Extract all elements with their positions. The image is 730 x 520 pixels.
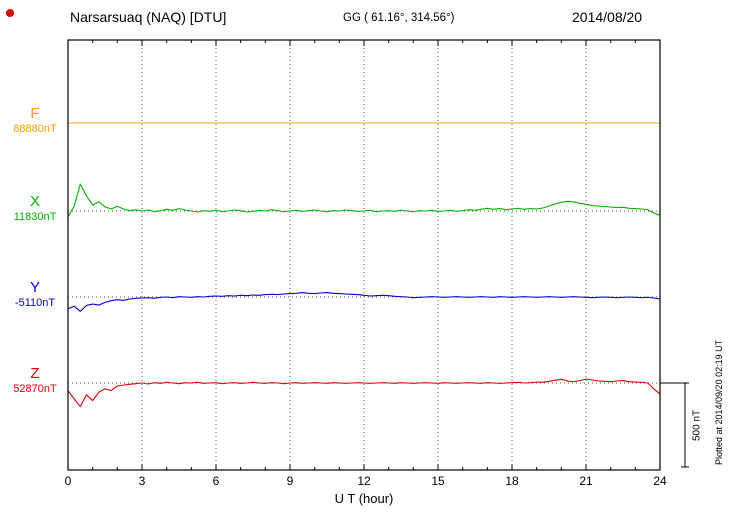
gg-coordinates: GG ( 61.16°, 314.56°): [343, 12, 455, 24]
corner-marker-icon: [6, 9, 14, 17]
x-tick-label: 6: [212, 474, 220, 488]
scalebar-label: 500 nT: [691, 409, 703, 441]
x-tick-label: 12: [357, 474, 371, 488]
series-letter: Z: [30, 365, 40, 382]
plot-date: 2014/08/20: [572, 9, 643, 25]
series-label-f: F 88880nT: [6, 105, 64, 135]
series-letter: X: [29, 193, 40, 210]
series-baseline-value: -5110nT: [14, 296, 56, 309]
series-letter: F: [30, 105, 40, 122]
x-tick-label: 0: [64, 474, 72, 488]
series-letter: Y: [29, 279, 40, 296]
station-title: Narsarsuaq (NAQ) [DTU]: [70, 9, 227, 25]
series-baseline-value: 52870nT: [13, 382, 57, 395]
x-tick-label: 15: [431, 474, 445, 488]
x-axis-label: U T (hour): [334, 491, 394, 506]
series-label-y: Y -5110nT: [6, 279, 64, 309]
series-baseline-value: 11830nT: [13, 210, 57, 223]
x-tick-label: 18: [505, 474, 519, 488]
x-tick-label: 3: [138, 474, 146, 488]
plotted-at-note: Plotted at 2014/09/20 02:19 UT: [714, 339, 724, 465]
x-tick-label: 24: [653, 474, 667, 488]
x-tick-label: 9: [286, 474, 294, 488]
series-baseline-value: 88880nT: [13, 122, 57, 135]
x-tick-label: 21: [579, 474, 593, 488]
series-label-x: X 11830nT: [6, 193, 64, 223]
series-label-z: Z 52870nT: [6, 365, 64, 395]
